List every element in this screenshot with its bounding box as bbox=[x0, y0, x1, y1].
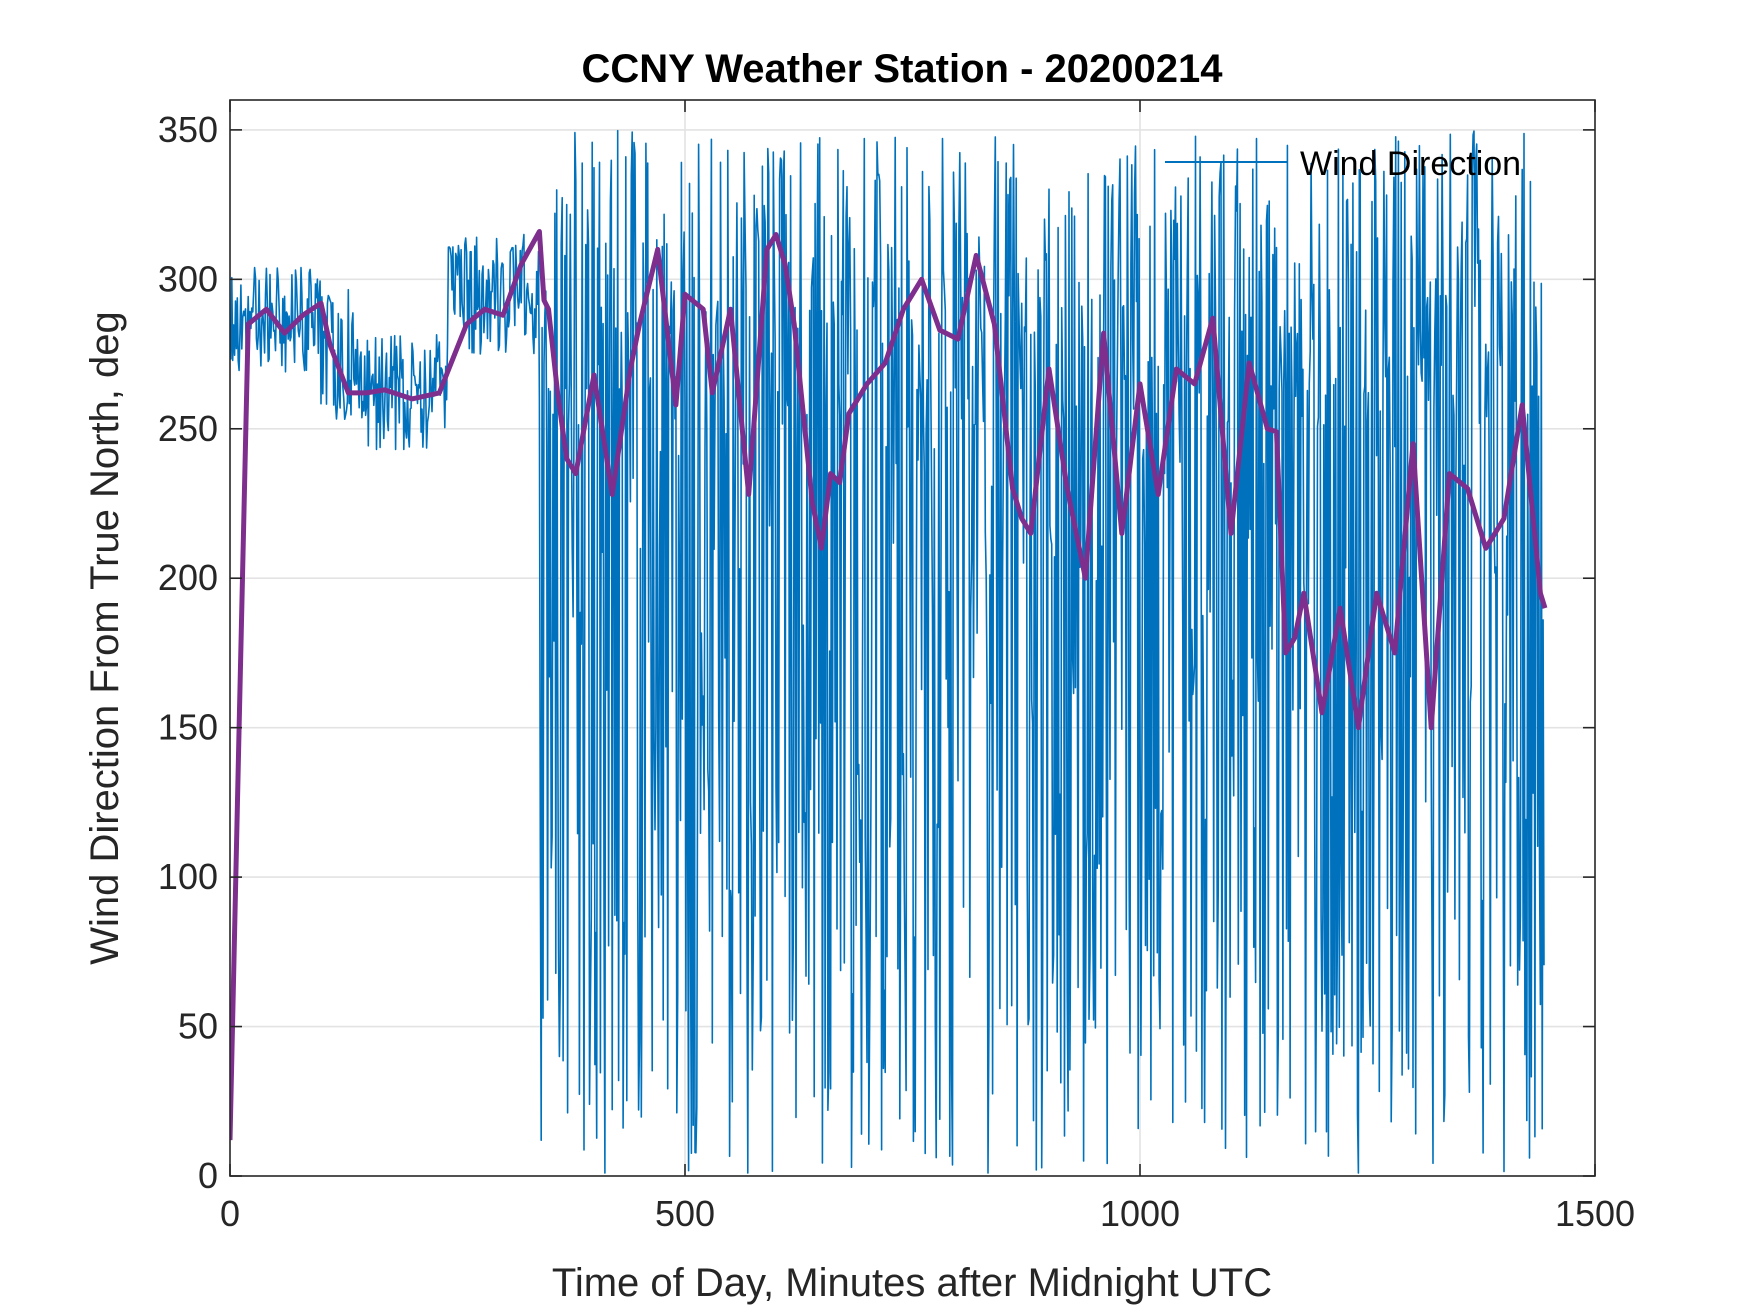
chart-title: CCNY Weather Station - 20200214 bbox=[582, 47, 1224, 91]
y-axis-label: Wind Direction From True North, deg bbox=[83, 311, 127, 965]
y-tick-label: 200 bbox=[158, 557, 218, 598]
axes-box bbox=[229, 99, 1596, 1177]
x-tick-label: 0 bbox=[220, 1193, 240, 1234]
series-group bbox=[230, 129, 1548, 1174]
series-moving-average bbox=[230, 229, 1548, 1141]
plot-area bbox=[230, 129, 1548, 1174]
x-tick-label: 500 bbox=[655, 1193, 715, 1234]
axis-ticks: 0 50 100 150 200 250 300 350 0 500 1000 1500 bbox=[158, 100, 1635, 1234]
legend-label-wind-direction: Wind Direction bbox=[1300, 145, 1521, 183]
x-tick-label: 1000 bbox=[1100, 1193, 1180, 1234]
x-axis-label: Time of Day, Minutes after Midnight UTC bbox=[552, 1261, 1272, 1305]
y-tick-label: 250 bbox=[158, 408, 218, 449]
series-wind-direction bbox=[230, 129, 1545, 1174]
y-tick-label: 300 bbox=[158, 258, 218, 299]
x-tick-label: 1500 bbox=[1555, 1193, 1635, 1234]
y-tick-label: 350 bbox=[158, 109, 218, 150]
y-tick-label: 150 bbox=[158, 707, 218, 748]
y-tick-label: 50 bbox=[178, 1006, 218, 1047]
legend: Wind Direction bbox=[1165, 145, 1521, 183]
y-tick-label: 0 bbox=[198, 1155, 218, 1196]
y-tick-label: 100 bbox=[158, 856, 218, 897]
